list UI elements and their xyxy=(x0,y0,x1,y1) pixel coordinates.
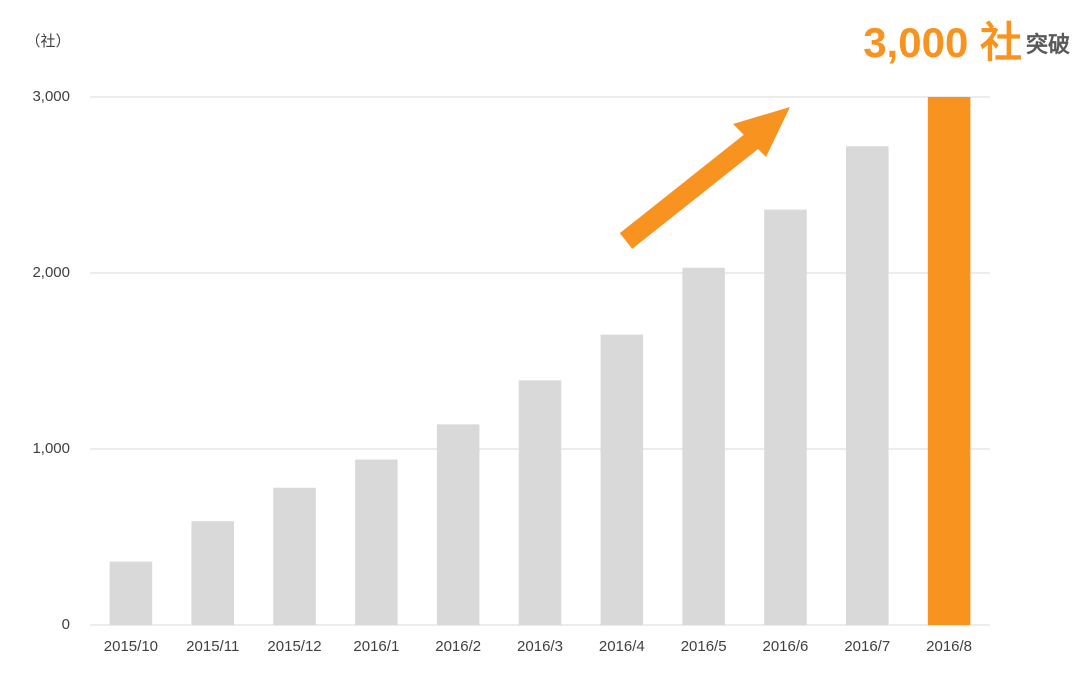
bar xyxy=(846,146,889,625)
x-tick-label: 2016/1 xyxy=(353,638,399,655)
y-tick-label: 0 xyxy=(62,616,70,633)
bar xyxy=(191,521,234,625)
bar xyxy=(273,487,316,625)
annotation-suffix: 突破 xyxy=(1026,32,1070,57)
y-tick-label: 3,000 xyxy=(32,88,70,105)
arrow-head xyxy=(733,107,790,157)
arrow-shaft xyxy=(619,133,759,249)
x-tick-label: 2015/10 xyxy=(104,638,158,655)
bar xyxy=(600,334,644,625)
y-tick-label: 2,000 xyxy=(32,264,70,281)
trend-arrow xyxy=(619,107,790,249)
unit-label: （社） xyxy=(25,33,70,50)
annotation-main: 3,000 社 xyxy=(863,19,1022,66)
x-tick-label: 2016/5 xyxy=(681,638,727,655)
y-tick-label: 1,000 xyxy=(32,440,70,457)
bar xyxy=(436,424,480,625)
x-tick-label: 2016/2 xyxy=(435,638,481,655)
x-tick-label: 2016/7 xyxy=(844,638,890,655)
bar xyxy=(355,459,398,625)
x-tick-label: 2016/6 xyxy=(763,638,809,655)
bar xyxy=(764,209,807,625)
bar xyxy=(518,380,562,625)
x-tick-label: 2015/12 xyxy=(267,638,321,655)
annotation: 3,000 社突破 xyxy=(863,19,1070,66)
x-tick-label: 2016/3 xyxy=(517,638,563,655)
bar xyxy=(927,97,971,625)
x-tick-label: 2016/8 xyxy=(926,638,972,655)
bar xyxy=(682,267,725,625)
x-tick-label: 2015/11 xyxy=(186,638,239,655)
bar xyxy=(109,561,153,625)
x-tick-label: 2016/4 xyxy=(599,638,645,655)
